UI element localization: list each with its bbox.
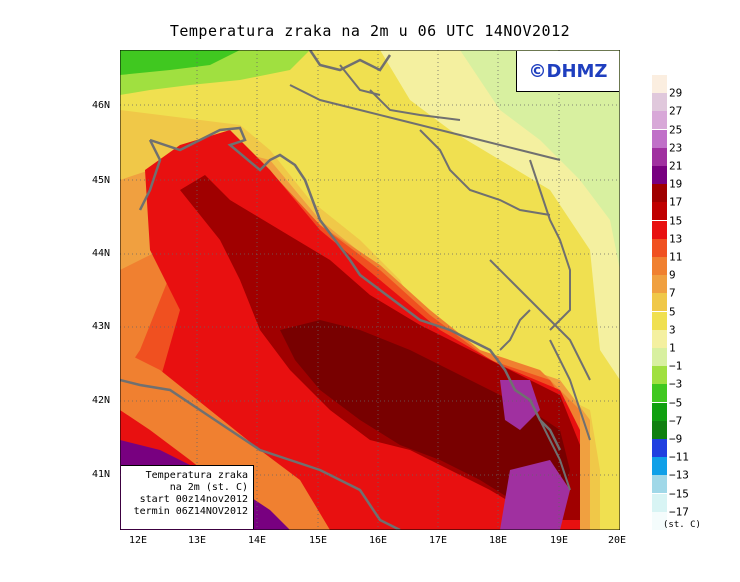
legend-label: −15 xyxy=(669,487,689,501)
lon-label: 12E xyxy=(128,535,148,546)
temperature-map xyxy=(120,50,620,530)
legend-label: 29 xyxy=(669,86,683,100)
legend-swatch xyxy=(652,475,667,494)
lat-label: 41N xyxy=(92,469,111,480)
lat-label: 45N xyxy=(92,175,111,186)
legend-unit: (st. C) xyxy=(663,520,701,530)
legend-label: 17 xyxy=(669,195,683,209)
legend-swatch xyxy=(652,311,667,330)
legend-label: −17 xyxy=(669,505,689,519)
legend-swatch xyxy=(652,293,667,312)
legend-swatch xyxy=(652,111,667,130)
legend-swatch xyxy=(652,384,667,403)
legend-swatch xyxy=(652,275,667,294)
lat-label: 46N xyxy=(92,100,111,111)
lat-label: 42N xyxy=(92,395,111,406)
legend-swatch xyxy=(652,366,667,385)
legend-swatch xyxy=(652,220,667,239)
lon-label: 17E xyxy=(428,535,448,546)
legend-label: 15 xyxy=(669,214,683,228)
temp-band-albania-purple xyxy=(500,380,540,430)
lat-label: 43N xyxy=(92,321,111,332)
borders xyxy=(289,64,591,491)
temp-band-alps-dark xyxy=(120,50,240,75)
legend-label: −5 xyxy=(669,396,683,410)
legend-label: 27 xyxy=(669,104,683,118)
legend-label: 13 xyxy=(669,232,683,246)
temp-band-adriatic-core xyxy=(280,320,570,510)
info-line: na 2m (st. C) xyxy=(169,482,248,493)
info-line: start 00z14nov2012 xyxy=(139,494,248,505)
legend-swatch xyxy=(652,238,667,257)
lon-label: 20E xyxy=(607,535,627,546)
lon-label: 18E xyxy=(488,535,508,546)
lon-label: 14E xyxy=(247,535,267,546)
legend-label: −9 xyxy=(669,432,683,446)
legend-swatch xyxy=(652,147,667,166)
legend-label: −11 xyxy=(669,450,689,464)
legend-label: 25 xyxy=(669,123,683,137)
legend-swatch xyxy=(652,257,667,275)
legend-label: 7 xyxy=(669,286,676,300)
legend-label: 1 xyxy=(669,341,676,355)
legend-swatch xyxy=(652,166,667,184)
legend-swatch xyxy=(652,93,667,112)
lon-label: 13E xyxy=(187,535,207,546)
coastlines xyxy=(120,50,562,530)
info-line: Temperatura zraka xyxy=(145,470,248,481)
grid-lines xyxy=(120,50,620,530)
lon-label: 19E xyxy=(549,535,569,546)
legend-label: 23 xyxy=(669,141,683,155)
info-box: Temperatura zraka na 2m (st. C) start 00… xyxy=(121,465,254,529)
legend-label: −7 xyxy=(669,414,683,428)
legend-swatch xyxy=(652,329,667,348)
legend-swatch xyxy=(652,348,667,366)
lat-label: 44N xyxy=(92,248,111,259)
legend-label: 3 xyxy=(669,323,676,337)
map-title: Temperatura zraka na 2m u 06 UTC 14NOV20… xyxy=(169,22,571,40)
legend-swatch xyxy=(652,75,667,93)
legend-swatch xyxy=(652,457,667,476)
legend-label: −13 xyxy=(669,468,689,482)
temp-band-italy-coast-orange xyxy=(120,350,330,530)
legend-label: 21 xyxy=(669,159,683,173)
legend-swatch xyxy=(652,420,667,439)
legend-label: 5 xyxy=(669,305,676,319)
legend-swatch xyxy=(652,202,667,221)
info-line: termin 06Z14NOV2012 xyxy=(133,506,248,517)
temp-band-ionian-purple xyxy=(500,460,570,530)
legend-label: −1 xyxy=(669,359,683,373)
legend-swatch xyxy=(652,402,667,421)
legend-swatch xyxy=(652,511,667,530)
legend-label: 19 xyxy=(669,177,683,191)
legend-swatch xyxy=(652,129,667,148)
lon-label: 15E xyxy=(308,535,328,546)
legend-swatch xyxy=(652,184,667,203)
legend-swatch xyxy=(652,493,667,512)
legend-label: 9 xyxy=(669,268,676,282)
legend-label: 11 xyxy=(669,250,683,264)
dhmz-logo: ©DHMZ xyxy=(516,51,619,92)
legend-swatch xyxy=(652,439,667,457)
lon-label: 16E xyxy=(368,535,388,546)
legend-label: −3 xyxy=(669,377,683,391)
